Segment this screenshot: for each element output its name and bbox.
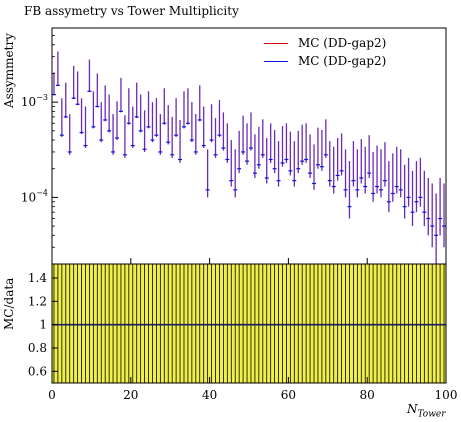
x-axis-label: NTower (407, 402, 446, 419)
x-tick-label: 0 (48, 388, 56, 402)
legend-entry: MC (DD-gap2) (264, 52, 386, 70)
x-axis-label-main: N (407, 402, 418, 416)
ratio-y-axis-label: MC/data (2, 277, 16, 330)
x-tick-label: 100 (435, 388, 458, 402)
legend-line-red (264, 42, 288, 44)
x-tick-label: 80 (360, 388, 375, 402)
x-tick-label: 40 (202, 388, 217, 402)
main-frame (51, 27, 447, 265)
legend-label: MC (DD-gap2) (298, 36, 387, 50)
ratio-y-tick-label: 1.4 (28, 271, 47, 285)
ratio-y-tick-label: 1 (39, 318, 47, 332)
legend-line-blue (264, 60, 288, 62)
ratio-band (52, 264, 446, 383)
legend: MC (DD-gap2) MC (DD-gap2) (264, 34, 386, 70)
legend-entry: MC (DD-gap2) (264, 34, 386, 52)
y-tick-label: 10−3 (21, 93, 48, 109)
x-axis-label-sub: Tower (417, 409, 446, 420)
ratio-y-tick-label: 0.8 (28, 341, 47, 355)
x-tick-label: 20 (123, 388, 138, 402)
x-tick-label: 60 (281, 388, 296, 402)
y-axis-label: Assymmetry (2, 33, 16, 108)
main-panel: 10−3 10−4 (21, 27, 447, 265)
ratio-frame (51, 263, 447, 384)
ratio-panel: 0 20 40 60 80 100 0.6 0.8 1 1.2 1.4 (28, 263, 458, 402)
ratio-y-tick-label: 1.2 (28, 294, 47, 308)
y-tick-label: 10−4 (21, 188, 48, 204)
legend-label: MC (DD-gap2) (298, 54, 387, 68)
ratio-y-tick-label: 0.6 (28, 364, 47, 378)
chart-title: FB assymetry vs Tower Multiplicity (24, 4, 239, 18)
